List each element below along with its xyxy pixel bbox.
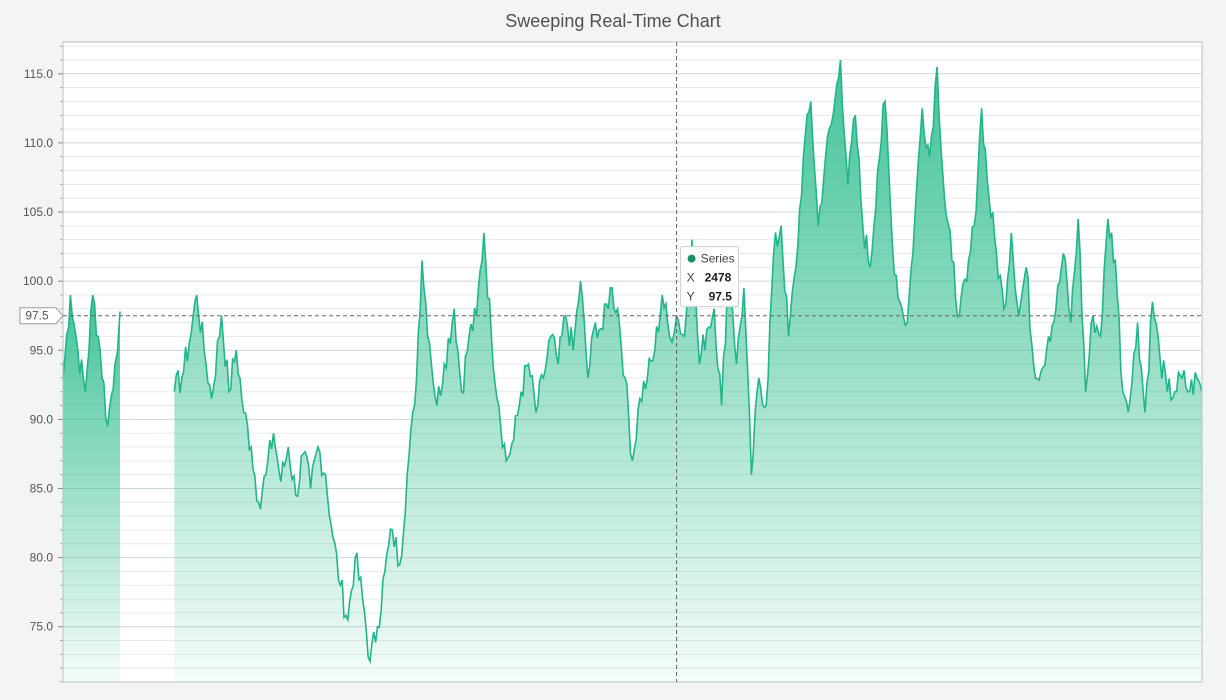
- tooltip-y-value: 97.5: [709, 290, 733, 304]
- area-layer: [63, 59, 1202, 682]
- series-line-segment-0: [63, 294, 121, 427]
- y-axis: 75.0 80.0 85.0 90.0 95.0 100.0 105.0 110.0 115.0: [23, 45, 63, 683]
- crosshair-y-label: 97.5: [25, 309, 49, 323]
- y-tick-label: 100.0: [23, 274, 53, 288]
- series-area-segment-0: [63, 295, 120, 682]
- tooltip-x-value: 2478: [705, 271, 732, 285]
- plot-border: [62, 41, 1203, 683]
- tooltip-box: [680, 246, 740, 308]
- y-tick-label: 75.0: [30, 620, 54, 634]
- crosshair-y-label-box: [19, 307, 64, 325]
- tooltip-x-label: X: [687, 271, 695, 285]
- tooltip-series-name: Series: [701, 252, 735, 266]
- y-tick-label: 105.0: [23, 205, 53, 219]
- crosshair: 97.5: [19, 42, 1202, 682]
- series-area-segment-1: [174, 60, 1202, 682]
- tooltip: Series X 2478 Y 97.5: [680, 246, 740, 308]
- y-tick-label: 115.0: [24, 67, 53, 81]
- y-tick-label: 110.0: [24, 136, 53, 150]
- y-tick-label: 90.0: [30, 412, 54, 426]
- chart-title: Sweeping Real-Time Chart: [505, 11, 721, 31]
- y-tick-label: 95.0: [30, 343, 54, 357]
- tooltip-series-marker: [687, 254, 696, 263]
- tooltip-y-label: Y: [687, 290, 695, 304]
- y-tick-label: 80.0: [30, 551, 54, 565]
- y-tick-label: 85.0: [30, 481, 54, 495]
